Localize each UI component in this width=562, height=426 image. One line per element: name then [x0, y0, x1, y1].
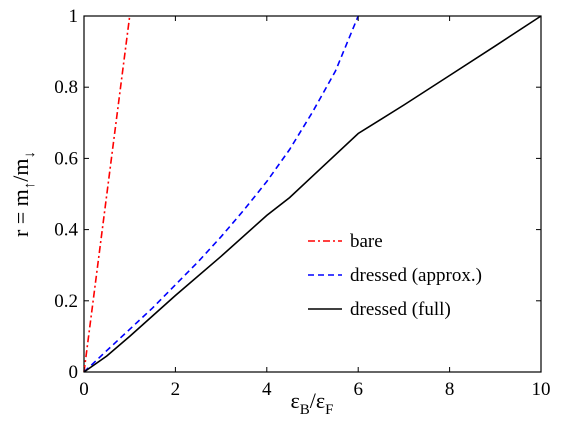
y-axis-label: r = m↑/m↓	[8, 151, 38, 237]
series-line-dressed-approx	[83, 15, 359, 373]
x-tick-label: 4	[262, 379, 272, 400]
y-tick-label: 0.4	[54, 220, 78, 241]
x-tick-label: 2	[171, 379, 181, 400]
series-layer	[83, 15, 542, 373]
legend: bare dressed (approx.) dressed (full)	[308, 231, 482, 320]
x-tick-label: 8	[445, 379, 455, 400]
x-tick-label: 6	[353, 379, 363, 400]
y-tick-label: 0.8	[54, 77, 78, 98]
y-tick-label: 0	[69, 362, 79, 383]
series-line-dressed-full	[83, 15, 542, 373]
legend-label: dressed (full)	[350, 299, 451, 320]
plot-area	[83, 15, 542, 373]
legend-label: bare	[350, 231, 383, 252]
y-tick-label: 0.6	[54, 148, 78, 169]
ticks-layer: 0 2 4 6 8 10 0 0.2 0.4 0.6 0.8 1	[54, 6, 550, 400]
legend-label: dressed (approx.)	[350, 265, 482, 286]
x-tick-label: 0	[79, 379, 89, 400]
x-tick-label: 10	[532, 379, 551, 400]
y-tick-label: 1	[69, 6, 79, 27]
x-axis-label: εB/εF	[291, 388, 334, 418]
y-tick-label: 0.2	[54, 291, 78, 312]
